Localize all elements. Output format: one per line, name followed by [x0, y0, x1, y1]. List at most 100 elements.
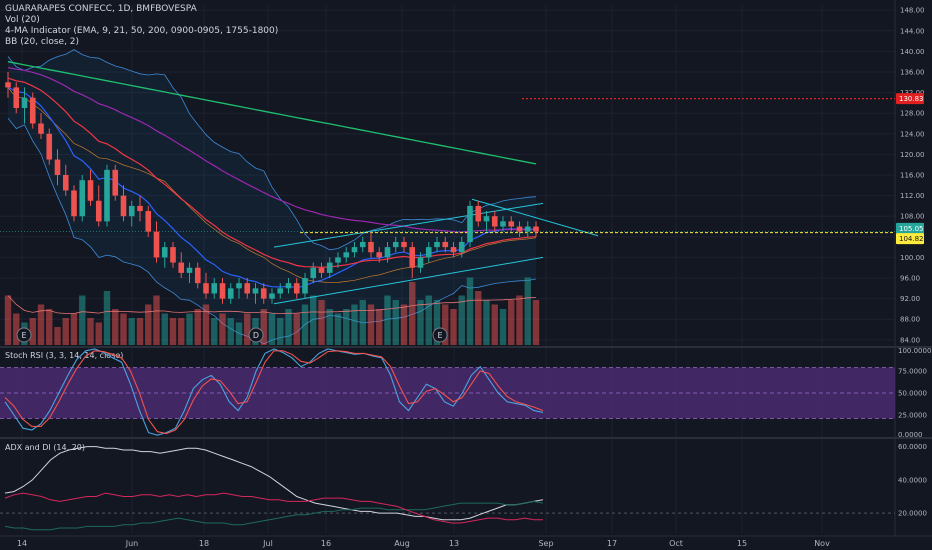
- candle-body: [483, 216, 490, 222]
- volume-ma: [7, 295, 537, 314]
- support-badge-label: 104.82: [899, 235, 924, 243]
- volume-bar: [499, 309, 507, 345]
- volume-bar: [186, 313, 193, 345]
- candle-body: [310, 267, 317, 279]
- volume-bar: [54, 327, 61, 345]
- stoch-tick: 50.0000: [898, 390, 927, 398]
- symbol-title[interactable]: GUARARAPES CONFECC, 1D, BMFBOVESPA: [5, 4, 197, 14]
- volume-bar: [178, 318, 185, 345]
- candle-body: [21, 97, 28, 109]
- time-label: 13: [449, 539, 459, 548]
- candle-body: [5, 82, 11, 88]
- candle-body: [252, 288, 259, 294]
- event-marker-label: D: [253, 331, 259, 340]
- candle-body: [128, 205, 135, 217]
- volume-bar: [145, 304, 152, 345]
- time-label: Aug: [394, 539, 410, 548]
- volume-bar: [334, 313, 342, 345]
- candle-body: [227, 288, 234, 299]
- volume-bar: [161, 313, 168, 345]
- price-axes[interactable]: 148.00 144.00 140.00 136.00 132.00 128.00 124.…: [896, 7, 931, 518]
- time-label: 14: [17, 539, 27, 548]
- volume-bar: [227, 318, 234, 345]
- channel-upper: [273, 202, 544, 248]
- candle-body: [153, 231, 160, 258]
- price-tick: 124.00: [900, 130, 925, 138]
- volume-bar: [136, 318, 144, 345]
- event-marker-circle: [248, 327, 264, 343]
- time-axis[interactable]: 14 Jun 18 Jul 16 Aug 13 Sep 17 Oct 15 Nov: [17, 539, 830, 548]
- bb-legend[interactable]: BB (20, close, 2): [5, 37, 80, 47]
- candle-body: [401, 241, 407, 248]
- candle-body: [29, 97, 36, 124]
- price-tick: 108.00: [900, 213, 925, 221]
- moving-averages: [7, 61, 537, 289]
- resistance-badge: 130.83: [896, 93, 924, 105]
- price-tick: 144.00: [900, 27, 925, 35]
- candle-body: [467, 205, 473, 242]
- event-marker-2: E: [432, 327, 448, 343]
- ma-legend[interactable]: 4-MA Indicator (EMA, 9, 21, 50, 200, 090…: [5, 26, 279, 36]
- event-marker-label: E: [437, 331, 442, 340]
- volume-bar: [442, 304, 449, 345]
- trendlines[interactable]: [0, 98, 895, 305]
- event-marker-label: E: [21, 331, 26, 340]
- last-price-badge-bg: [896, 222, 924, 234]
- volume-legend[interactable]: Vol (20): [5, 15, 40, 25]
- candle-body: [95, 200, 102, 222]
- adx-series-2: [4, 492, 543, 524]
- volume-bar: [483, 300, 490, 345]
- price-tick: 120.00: [900, 151, 925, 159]
- candle-body: [376, 252, 383, 258]
- event-marker-circle: [16, 327, 32, 343]
- candle-body: [293, 283, 300, 294]
- time-label: Jun: [125, 539, 139, 548]
- candle-body: [533, 226, 539, 232]
- volume-bar: [301, 304, 309, 345]
- ema-21: [7, 77, 537, 268]
- candle-body: [434, 241, 440, 248]
- candle-body: [409, 247, 416, 268]
- candle-body: [277, 288, 284, 294]
- candle-body: [384, 247, 391, 258]
- price-tick: 96.00: [900, 275, 920, 283]
- volume-bar: [384, 295, 391, 345]
- stoch-title: Stoch RSI (3, 3, 14, 14, close): [5, 351, 123, 360]
- volume-bar: [433, 300, 441, 345]
- volume-bar: [285, 309, 292, 345]
- bb-upper: [7, 49, 537, 251]
- candle-body: [351, 247, 358, 253]
- stoch-tick: 100.0000: [898, 347, 931, 355]
- volume-bar: [112, 309, 119, 345]
- candle-body: [500, 221, 506, 227]
- last-price-badge: 105.05: [896, 222, 924, 234]
- resistance-badge-label: 130.83: [899, 95, 924, 103]
- time-label: Jul: [262, 539, 273, 548]
- grid: [0, 0, 932, 537]
- support-badge-bg: [896, 233, 924, 245]
- candle-body: [458, 241, 465, 253]
- candle-body: [137, 205, 143, 212]
- candle-body: [450, 247, 457, 253]
- volume-bar: [491, 304, 498, 345]
- volume-bar: [202, 304, 210, 345]
- event-marker-0: E: [16, 327, 32, 343]
- resistance-badge-bg: [896, 93, 924, 105]
- time-label: Nov: [814, 539, 830, 548]
- volume-bar: [516, 295, 523, 345]
- volume-bar: [425, 295, 432, 345]
- adx-panel: ADX and DI (14, 20): [0, 443, 895, 531]
- volume-bar: [244, 313, 251, 345]
- volume-bar: [318, 300, 325, 345]
- time-label: Sep: [538, 539, 553, 548]
- support-badge: 104.82: [896, 233, 924, 245]
- triangle-upper: [471, 198, 599, 237]
- volume-bar: [359, 300, 366, 345]
- volume-bar: [400, 304, 408, 345]
- volume-bar: [235, 322, 243, 345]
- chart-legend: GUARARAPES CONFECC, 1D, BMFBOVESPA Vol (…: [5, 4, 278, 48]
- volume-bar: [475, 291, 482, 345]
- volume-bar: [532, 300, 540, 345]
